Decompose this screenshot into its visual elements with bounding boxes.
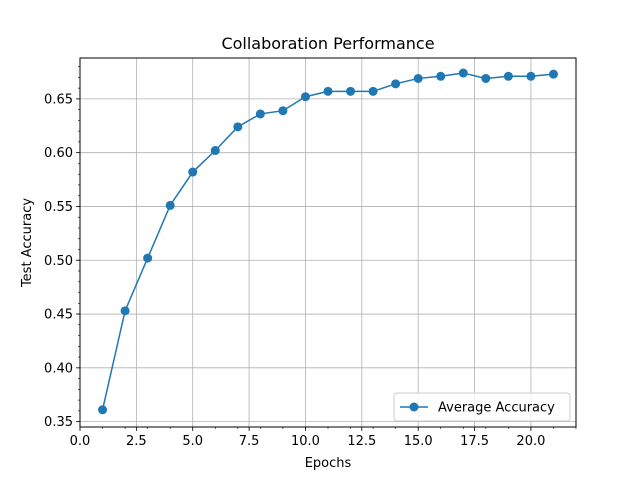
data-point [143, 253, 153, 263]
x-tick-label: 5.0 [182, 434, 203, 449]
data-point [255, 109, 265, 119]
x-tick-label: 10.0 [291, 434, 320, 449]
series-layer [98, 68, 558, 415]
x-tick-label: 17.5 [460, 434, 489, 449]
y-axis: 0.35 0.40 0.45 0.50 0.55 0.60 0.65 [44, 66, 80, 430]
grid-lines [79, 58, 576, 427]
y-tick-label: 0.50 [44, 254, 73, 269]
y-axis-label: Test Accuracy [20, 198, 35, 288]
data-point [413, 73, 423, 83]
x-tick-label: 0.0 [70, 434, 91, 449]
data-point [165, 200, 175, 210]
x-tick-label: 7.5 [239, 434, 260, 449]
data-point [210, 146, 220, 156]
y-tick-label: 0.55 [44, 200, 73, 215]
data-point [458, 68, 468, 78]
x-tick-label: 2.5 [126, 434, 147, 449]
x-tick-label: 15.0 [404, 434, 433, 449]
data-point [278, 106, 288, 116]
chart-title: Collaboration Performance [221, 34, 434, 53]
legend: Average Accuracy [393, 392, 571, 422]
data-point [436, 71, 446, 81]
legend-box [393, 392, 571, 422]
legend-marker-swatch [409, 402, 419, 412]
x-tick-label: 20.0 [516, 434, 545, 449]
y-tick-label: 0.35 [44, 415, 73, 430]
data-point [300, 92, 310, 102]
data-point [481, 73, 491, 83]
data-point [548, 69, 558, 79]
x-tick-label: 12.5 [347, 434, 376, 449]
y-tick-label: 0.40 [44, 361, 73, 376]
y-tick-label: 0.65 [44, 92, 73, 107]
legend-entry-label: Average Accuracy [438, 401, 555, 416]
x-axis-label: Epochs [305, 456, 352, 471]
y-tick-label: 0.60 [44, 146, 73, 161]
data-point [368, 86, 378, 96]
series-line [101, 72, 554, 410]
data-point [233, 122, 243, 132]
data-point [503, 71, 513, 81]
y-tick-label: 0.45 [44, 308, 73, 323]
data-point [391, 79, 401, 89]
data-point [98, 405, 108, 415]
data-point [188, 167, 198, 177]
x-axis: 0.0 2.5 5.0 7.5 10.0 12.5 15.0 17.5 20.0 [70, 427, 577, 449]
data-point [526, 71, 536, 81]
data-point [120, 306, 130, 316]
data-point [323, 86, 333, 96]
data-point [346, 86, 356, 96]
